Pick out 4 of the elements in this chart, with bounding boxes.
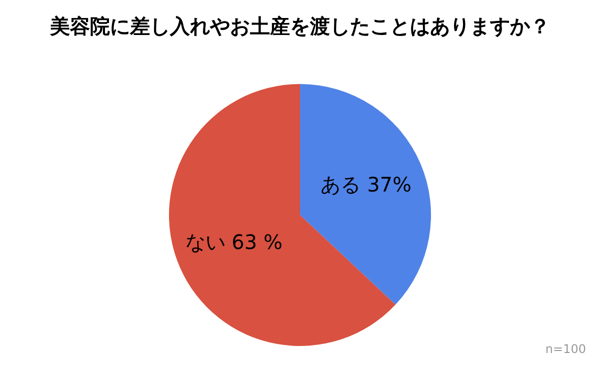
slice-label: ない 63 % [185,230,282,254]
text: n=100 [545,342,586,356]
chart-title: 美容院に差し入れやお土産を渡したことはありますか？ [48,13,551,40]
slice-label: ある 37% [320,172,412,197]
